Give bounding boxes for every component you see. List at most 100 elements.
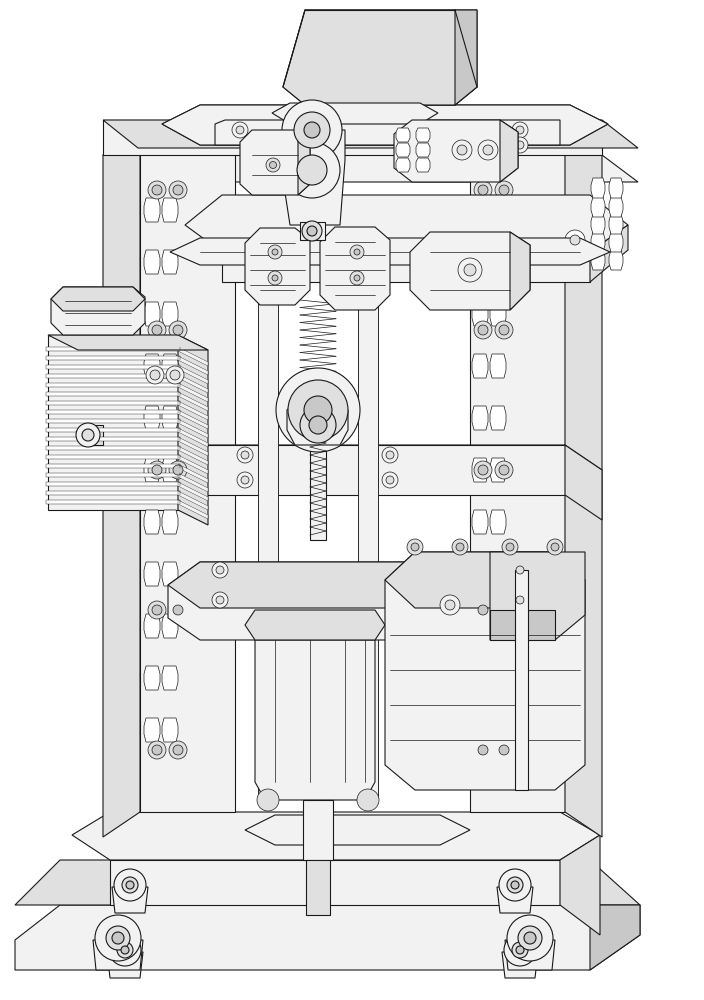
- Circle shape: [382, 472, 398, 488]
- Polygon shape: [472, 406, 488, 430]
- Circle shape: [148, 741, 166, 759]
- Polygon shape: [472, 614, 488, 638]
- Polygon shape: [178, 482, 208, 501]
- Circle shape: [474, 461, 492, 479]
- Polygon shape: [162, 302, 178, 326]
- Polygon shape: [162, 614, 178, 638]
- Circle shape: [266, 158, 280, 172]
- Circle shape: [354, 249, 360, 255]
- Circle shape: [478, 185, 488, 195]
- Circle shape: [282, 100, 342, 160]
- Circle shape: [257, 279, 279, 301]
- Circle shape: [237, 472, 253, 488]
- Circle shape: [495, 461, 513, 479]
- Polygon shape: [178, 335, 208, 525]
- Circle shape: [386, 451, 394, 459]
- Polygon shape: [46, 401, 180, 405]
- Polygon shape: [490, 302, 506, 326]
- Polygon shape: [162, 198, 178, 222]
- Circle shape: [478, 140, 498, 160]
- Circle shape: [456, 543, 464, 551]
- Circle shape: [169, 181, 187, 199]
- Polygon shape: [103, 155, 638, 182]
- Polygon shape: [472, 198, 488, 222]
- Polygon shape: [283, 10, 477, 105]
- Polygon shape: [144, 614, 160, 638]
- Polygon shape: [103, 130, 140, 837]
- Polygon shape: [162, 250, 178, 274]
- Polygon shape: [283, 10, 477, 105]
- Circle shape: [276, 368, 360, 452]
- Circle shape: [440, 595, 460, 615]
- Circle shape: [300, 407, 336, 443]
- Polygon shape: [609, 197, 623, 217]
- Circle shape: [237, 447, 253, 463]
- Polygon shape: [510, 232, 530, 310]
- Polygon shape: [609, 250, 623, 270]
- Circle shape: [495, 601, 513, 619]
- Polygon shape: [162, 458, 178, 482]
- Polygon shape: [46, 365, 180, 369]
- Circle shape: [294, 112, 330, 148]
- Circle shape: [122, 877, 138, 893]
- Circle shape: [152, 185, 162, 195]
- Circle shape: [173, 325, 183, 335]
- Polygon shape: [497, 887, 533, 913]
- Polygon shape: [255, 640, 375, 800]
- Circle shape: [169, 601, 187, 619]
- Polygon shape: [51, 287, 145, 311]
- Polygon shape: [396, 158, 410, 172]
- Polygon shape: [46, 374, 180, 378]
- Polygon shape: [162, 718, 178, 742]
- Polygon shape: [609, 178, 623, 198]
- Circle shape: [512, 942, 528, 958]
- Polygon shape: [144, 406, 160, 430]
- Circle shape: [382, 447, 398, 463]
- Circle shape: [241, 476, 249, 484]
- Circle shape: [169, 741, 187, 759]
- Circle shape: [257, 789, 279, 811]
- Polygon shape: [472, 718, 488, 742]
- Circle shape: [474, 741, 492, 759]
- Polygon shape: [472, 510, 488, 534]
- Polygon shape: [472, 250, 488, 274]
- Polygon shape: [490, 250, 506, 274]
- Circle shape: [512, 122, 528, 138]
- Polygon shape: [472, 458, 488, 482]
- Circle shape: [570, 235, 580, 245]
- Polygon shape: [46, 491, 180, 495]
- Polygon shape: [300, 222, 325, 240]
- Polygon shape: [258, 290, 278, 800]
- Polygon shape: [385, 552, 585, 790]
- Polygon shape: [245, 228, 310, 305]
- Polygon shape: [272, 103, 438, 124]
- Polygon shape: [103, 445, 602, 495]
- Circle shape: [478, 605, 488, 615]
- Polygon shape: [168, 562, 572, 640]
- Polygon shape: [178, 410, 208, 429]
- Circle shape: [95, 915, 141, 961]
- Polygon shape: [490, 614, 506, 638]
- Circle shape: [452, 539, 468, 555]
- Circle shape: [357, 279, 379, 301]
- Polygon shape: [144, 458, 160, 482]
- Circle shape: [241, 451, 249, 459]
- Polygon shape: [500, 120, 518, 182]
- Circle shape: [499, 465, 509, 475]
- Polygon shape: [394, 120, 518, 182]
- Polygon shape: [46, 446, 180, 450]
- Polygon shape: [472, 562, 488, 586]
- Polygon shape: [46, 356, 180, 360]
- Polygon shape: [168, 562, 572, 608]
- Polygon shape: [144, 354, 160, 378]
- Circle shape: [516, 566, 524, 574]
- Circle shape: [114, 869, 146, 901]
- Polygon shape: [46, 464, 180, 468]
- Polygon shape: [46, 455, 180, 459]
- Polygon shape: [472, 666, 488, 690]
- Circle shape: [565, 230, 585, 250]
- Polygon shape: [416, 128, 430, 142]
- Polygon shape: [93, 940, 143, 970]
- Polygon shape: [565, 130, 602, 837]
- Polygon shape: [46, 419, 180, 423]
